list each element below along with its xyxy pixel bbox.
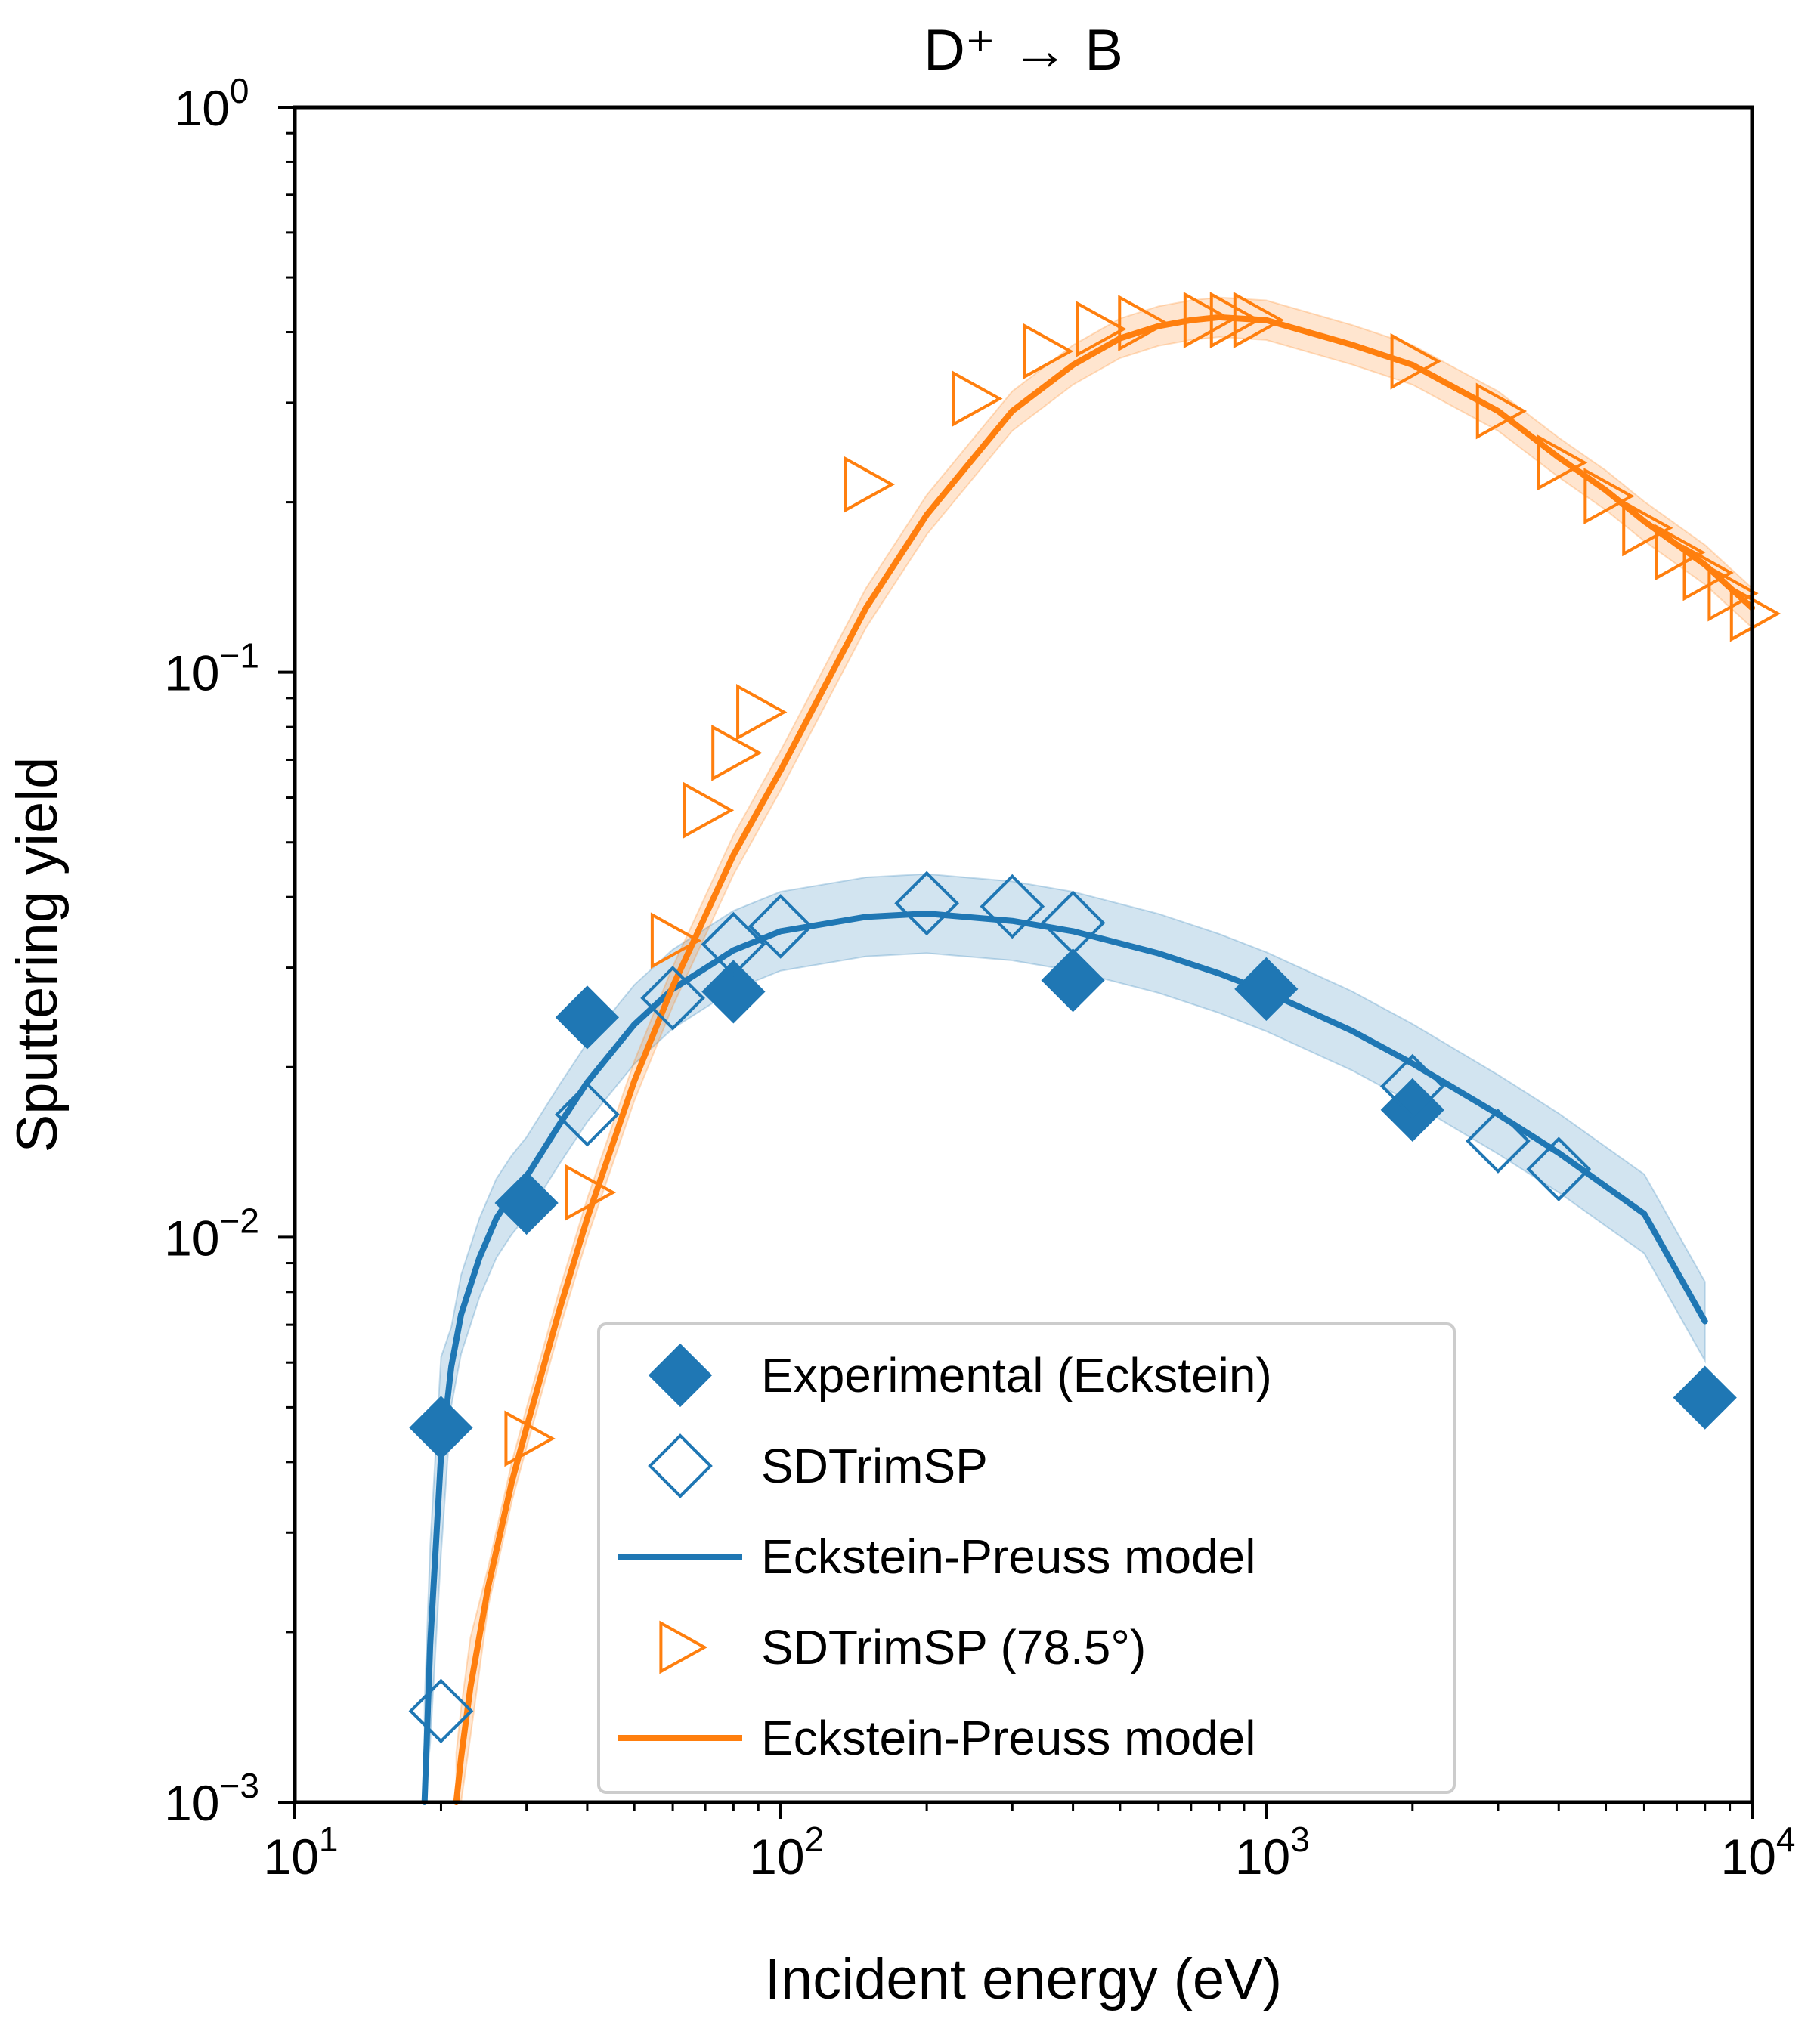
x-axis-label: Incident energy (eV) (765, 1947, 1282, 2012)
legend-marker-swatch (659, 1620, 708, 1674)
data-point (650, 912, 702, 969)
data-point (1466, 1109, 1531, 1174)
data-point (1390, 332, 1441, 390)
data-point (894, 870, 959, 936)
data-point (640, 966, 705, 1031)
chart-title: D⁺ → B (924, 18, 1123, 82)
x-tick-label: 101 (263, 1820, 338, 1885)
data-point (1118, 295, 1169, 351)
legend-label: SDTrimSP (761, 1439, 988, 1493)
legend-label: SDTrimSP (78.5°) (761, 1620, 1146, 1674)
legend-label: Eckstein-Preuss model (761, 1529, 1255, 1584)
data-point (1475, 382, 1528, 440)
data-point (1023, 323, 1074, 380)
legend-box (597, 1322, 1456, 1794)
model-line-0 (421, 911, 1708, 1805)
legend-marker-swatch (648, 1433, 713, 1498)
data-point (1622, 499, 1673, 557)
data-point (555, 1081, 620, 1147)
x-tick-label: 104 (1720, 1820, 1795, 1885)
x-tick-label: 102 (749, 1820, 824, 1885)
data-point (980, 874, 1045, 939)
data-point (1729, 585, 1781, 642)
model-lines (421, 314, 1755, 1805)
legend-entry: Eckstein-Preuss model (618, 1711, 1255, 1765)
data-point (952, 370, 1003, 427)
data-point (1655, 524, 1706, 581)
legend-entry: Experimental (Eckstein) (648, 1343, 1272, 1408)
legend-entry: SDTrimSP (648, 1433, 988, 1498)
data-point (555, 985, 620, 1050)
data-point (1583, 468, 1635, 524)
data-point (504, 1410, 556, 1467)
data-point (1183, 292, 1235, 349)
data-point (1041, 948, 1105, 1013)
legend-label: Eckstein-Preuss model (761, 1711, 1255, 1765)
y-tick-label: 10−3 (164, 1766, 259, 1831)
plot-area-frame (293, 105, 1754, 1804)
data-point (1526, 1136, 1592, 1202)
data-point (701, 911, 766, 977)
axis-ticks: 101 102 103 104 10−3 10−2 10−1 100 (164, 71, 1795, 1885)
data-point (1233, 292, 1285, 349)
data-point (1682, 544, 1734, 601)
data-point (736, 684, 788, 741)
x-tick-label: 103 (1235, 1820, 1310, 1885)
data-point (1673, 1365, 1737, 1430)
y-tick-label: 10−1 (164, 636, 259, 701)
data-point (683, 781, 735, 839)
data-point (1040, 890, 1106, 956)
data-markers (408, 292, 1781, 1744)
data-point (408, 1678, 474, 1744)
y-tick-label: 10−2 (164, 1201, 259, 1266)
data-point (1537, 434, 1588, 491)
data-point (565, 1164, 617, 1221)
data-point (1234, 957, 1299, 1021)
legend-entry: SDTrimSP (78.5°) (659, 1620, 1146, 1674)
legend-label: Experimental (Eckstein) (761, 1348, 1272, 1402)
data-point (409, 1396, 473, 1460)
data-point (1379, 1053, 1445, 1119)
legend: Experimental (Eckstein) SDTrimSP Eckstein-… (597, 1322, 1456, 1794)
legend-marker-swatch (648, 1343, 713, 1408)
y-axis-label: Sputtering yield (5, 757, 70, 1153)
data-point (844, 456, 895, 513)
data-point (1380, 1078, 1444, 1142)
data-point (494, 1170, 559, 1235)
model-uncertainty-band (423, 873, 1706, 1803)
data-point (701, 960, 766, 1024)
legend-entry: Eckstein-Preuss model (618, 1529, 1255, 1584)
data-point (748, 894, 813, 959)
data-point (1076, 301, 1127, 357)
model-line-1 (453, 314, 1755, 1805)
y-tick-label: 100 (174, 71, 249, 136)
data-point (711, 724, 763, 781)
